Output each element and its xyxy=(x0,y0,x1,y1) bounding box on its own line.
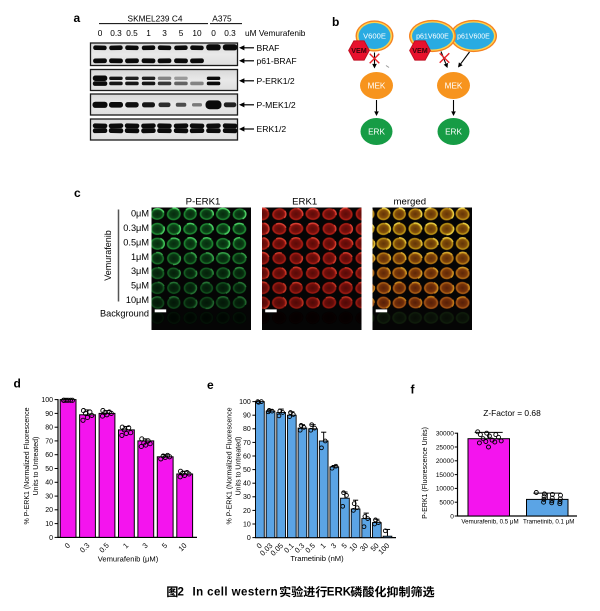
svg-text:90: 90 xyxy=(45,411,53,418)
svg-text:VEM: VEM xyxy=(412,46,428,55)
svg-text:0: 0 xyxy=(450,513,454,520)
svg-text:10: 10 xyxy=(192,28,202,38)
svg-text:V600E: V600E xyxy=(363,32,386,41)
svg-text:% P-ERK1 (Normalized Fluoresce: % P-ERK1 (Normalized Fluorescence xyxy=(227,407,234,524)
svg-text:30000: 30000 xyxy=(436,431,454,438)
svg-text:VEM: VEM xyxy=(351,46,367,55)
svg-text:2: 2 xyxy=(178,586,184,598)
svg-text:0.3: 0.3 xyxy=(78,541,92,555)
svg-text:100: 100 xyxy=(239,399,251,406)
svg-text:Z-Factor = 0.68: Z-Factor = 0.68 xyxy=(483,408,541,418)
svg-text:Units to Untreated): Units to Untreated) xyxy=(33,437,40,496)
svg-text:0: 0 xyxy=(247,535,251,542)
svg-text:20: 20 xyxy=(45,507,53,514)
svg-text:40: 40 xyxy=(45,480,53,487)
svg-text:Trametinib, 0.1 μM: Trametinib, 0.1 μM xyxy=(523,519,574,526)
svg-text:5000: 5000 xyxy=(439,500,454,507)
svg-text:P-ERK1: P-ERK1 xyxy=(186,196,221,207)
svg-text:10: 10 xyxy=(243,521,251,528)
svg-text:0.5: 0.5 xyxy=(303,541,317,555)
svg-text:P-MEK1/2: P-MEK1/2 xyxy=(257,100,296,110)
svg-text:MEK: MEK xyxy=(368,82,386,91)
svg-text:60: 60 xyxy=(45,452,53,459)
svg-text:0.5μM: 0.5μM xyxy=(123,237,149,247)
svg-text:25000: 25000 xyxy=(436,444,454,451)
svg-text:ERK: ERK xyxy=(445,128,462,137)
svg-text:Units to Untreated): Units to Untreated) xyxy=(236,437,243,496)
svg-text:b: b xyxy=(332,15,339,29)
svg-text:uM Vemurafenib: uM Vemurafenib xyxy=(245,28,306,38)
svg-text:ERK1: ERK1 xyxy=(292,196,317,207)
svg-text:0.5: 0.5 xyxy=(126,28,138,38)
svg-text:merged: merged xyxy=(394,196,427,207)
svg-text:5μM: 5μM xyxy=(131,281,149,291)
svg-text:ERK: ERK xyxy=(327,586,352,598)
svg-text:0: 0 xyxy=(63,541,72,550)
svg-text:f: f xyxy=(411,383,416,397)
svg-text:In cell western: In cell western xyxy=(193,586,279,598)
svg-text:100: 100 xyxy=(376,541,391,556)
svg-text:0: 0 xyxy=(49,535,53,542)
svg-text:70: 70 xyxy=(45,438,53,445)
svg-text:80: 80 xyxy=(243,426,251,433)
svg-text:50: 50 xyxy=(45,466,53,473)
svg-text:100: 100 xyxy=(41,397,53,404)
svg-text:0.3: 0.3 xyxy=(224,28,236,38)
svg-text:p61V600E: p61V600E xyxy=(457,34,490,41)
svg-text:20000: 20000 xyxy=(436,458,454,465)
svg-text:40: 40 xyxy=(243,481,251,488)
svg-text:0.3μM: 0.3μM xyxy=(123,223,149,233)
svg-text:3: 3 xyxy=(140,541,149,550)
svg-text:SKMEL239 C4: SKMEL239 C4 xyxy=(128,14,183,24)
svg-text:0μM: 0μM xyxy=(131,209,149,219)
svg-text:10: 10 xyxy=(176,541,188,553)
svg-text:30: 30 xyxy=(45,493,53,500)
svg-text:1μM: 1μM xyxy=(131,252,149,262)
svg-text:50: 50 xyxy=(243,467,251,474)
svg-text:1: 1 xyxy=(318,541,327,550)
svg-text:Vemurafenib, 0.5 μM: Vemurafenib, 0.5 μM xyxy=(461,519,518,526)
svg-text:60: 60 xyxy=(243,453,251,460)
svg-text:15000: 15000 xyxy=(436,472,454,479)
svg-text:0.3: 0.3 xyxy=(110,28,122,38)
svg-text:Background: Background xyxy=(100,309,149,319)
svg-text:a: a xyxy=(74,11,81,25)
svg-text:BRAF: BRAF xyxy=(257,43,280,53)
svg-text:0: 0 xyxy=(211,28,216,38)
svg-text:p61V600E: p61V600E xyxy=(416,34,449,41)
svg-text:10μM: 10μM xyxy=(126,295,149,305)
svg-text:MEK: MEK xyxy=(445,82,463,91)
svg-text:3μM: 3μM xyxy=(131,266,149,276)
svg-text:% P-ERK1 (Normalized Fluoresce: % P-ERK1 (Normalized Fluorescence xyxy=(24,407,31,524)
svg-text:A375: A375 xyxy=(212,14,232,24)
svg-text:Vemurafenib (μM): Vemurafenib (μM) xyxy=(98,554,159,563)
svg-text:P-ERK1 (Fluorescence Units): P-ERK1 (Fluorescence Units) xyxy=(422,427,429,519)
svg-text:20: 20 xyxy=(243,508,251,515)
svg-text:e: e xyxy=(207,378,214,392)
svg-text:3: 3 xyxy=(162,28,167,38)
svg-text:5: 5 xyxy=(179,28,184,38)
svg-text:1: 1 xyxy=(121,541,130,550)
svg-text:c: c xyxy=(74,186,81,200)
svg-text:d: d xyxy=(14,377,21,391)
svg-text:3: 3 xyxy=(329,541,338,550)
svg-text:0: 0 xyxy=(98,28,103,38)
svg-text:80: 80 xyxy=(45,425,53,432)
svg-text:30: 30 xyxy=(243,494,251,501)
svg-text:90: 90 xyxy=(243,413,251,420)
svg-text:0: 0 xyxy=(255,541,264,550)
svg-text:p61-BRAF: p61-BRAF xyxy=(257,56,297,66)
svg-text:ERK: ERK xyxy=(368,128,385,137)
svg-text:5: 5 xyxy=(340,541,349,550)
svg-text:Trametinib (nM): Trametinib (nM) xyxy=(290,554,344,563)
svg-text:0.5: 0.5 xyxy=(97,541,111,555)
svg-text:10: 10 xyxy=(45,521,53,528)
svg-text:ERK1/2: ERK1/2 xyxy=(257,124,287,134)
svg-text:5: 5 xyxy=(160,541,169,550)
svg-text:10000: 10000 xyxy=(436,486,454,493)
svg-text:1: 1 xyxy=(146,28,151,38)
svg-text:Vemurafenib: Vemurafenib xyxy=(103,230,113,281)
svg-text:70: 70 xyxy=(243,440,251,447)
svg-text:P-ERK1/2: P-ERK1/2 xyxy=(257,76,295,86)
